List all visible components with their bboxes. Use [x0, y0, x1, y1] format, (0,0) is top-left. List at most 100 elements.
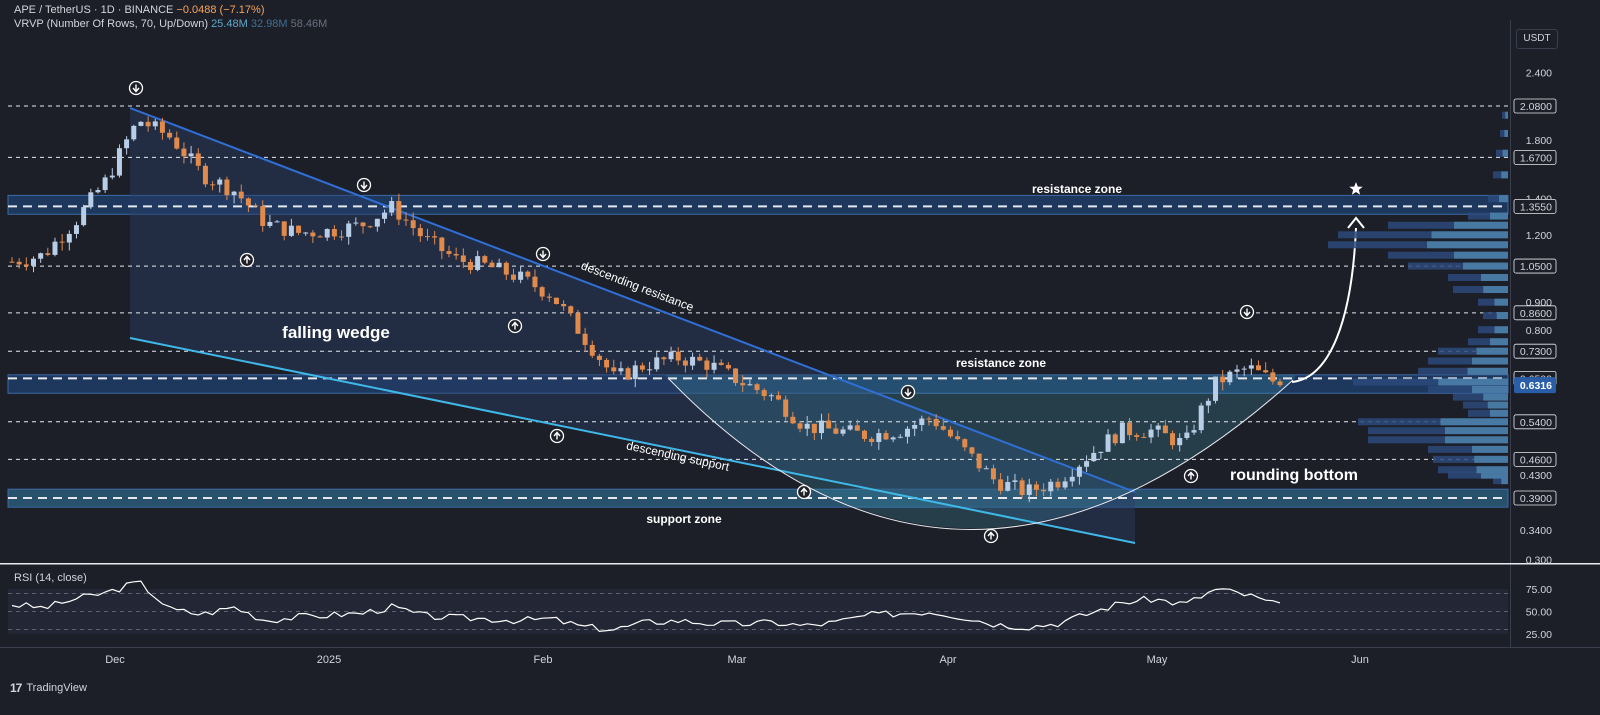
- candle-body[interactable]: [253, 205, 259, 207]
- candle-body[interactable]: [195, 153, 201, 166]
- candle-body[interactable]: [496, 262, 502, 268]
- candle-body[interactable]: [475, 256, 481, 270]
- candle-body[interactable]: [618, 368, 624, 372]
- currency-button[interactable]: USDT: [1516, 29, 1558, 49]
- candle-body[interactable]: [1234, 369, 1240, 372]
- candle-body[interactable]: [467, 261, 473, 270]
- candle-body[interactable]: [374, 218, 380, 227]
- candle-body[interactable]: [1012, 480, 1018, 483]
- candle-body[interactable]: [604, 359, 610, 368]
- candle-body[interactable]: [1112, 434, 1118, 444]
- candle-body[interactable]: [596, 355, 602, 360]
- candle-body[interactable]: [740, 383, 746, 386]
- candle-body[interactable]: [460, 255, 466, 262]
- candle-body[interactable]: [489, 262, 495, 268]
- candle-body[interactable]: [969, 447, 975, 454]
- candle-body[interactable]: [425, 236, 431, 238]
- candle-body[interactable]: [962, 439, 968, 448]
- candle-body[interactable]: [1119, 422, 1125, 444]
- candle-body[interactable]: [360, 222, 366, 227]
- candle-body[interactable]: [869, 438, 875, 443]
- candle-body[interactable]: [532, 276, 538, 288]
- tradingview-logo[interactable]: 17 TradingView: [10, 681, 87, 695]
- candle-body[interactable]: [561, 303, 567, 307]
- candle-body[interactable]: [167, 132, 173, 138]
- candle-body[interactable]: [145, 121, 151, 127]
- candle-body[interactable]: [382, 212, 388, 219]
- candle-body[interactable]: [210, 184, 216, 186]
- candle-body[interactable]: [833, 428, 839, 434]
- candle-body[interactable]: [1184, 432, 1190, 439]
- candle-body[interactable]: [876, 433, 882, 443]
- candle-body[interactable]: [1277, 381, 1283, 386]
- candle-body[interactable]: [1026, 484, 1032, 495]
- candle-body[interactable]: [245, 198, 251, 206]
- candle-body[interactable]: [1155, 425, 1161, 430]
- candle-body[interactable]: [1191, 430, 1197, 433]
- candle-body[interactable]: [174, 137, 180, 149]
- candle-body[interactable]: [1227, 371, 1233, 383]
- candle-body[interactable]: [281, 221, 287, 236]
- candle-body[interactable]: [690, 356, 696, 366]
- candle-body[interactable]: [116, 148, 122, 176]
- candle-body[interactable]: [296, 225, 302, 233]
- candle-body[interactable]: [432, 236, 438, 238]
- candle-body[interactable]: [718, 362, 724, 365]
- candle-body[interactable]: [396, 201, 402, 220]
- candle-body[interactable]: [947, 429, 953, 437]
- candle-body[interactable]: [682, 360, 688, 366]
- candle-body[interactable]: [260, 206, 266, 226]
- candle-body[interactable]: [45, 253, 51, 255]
- candle-body[interactable]: [761, 390, 767, 397]
- candle-body[interactable]: [23, 264, 29, 266]
- candle-body[interactable]: [697, 356, 703, 361]
- candle-body[interactable]: [1205, 400, 1211, 406]
- rsi-title[interactable]: RSI (14, close): [14, 572, 87, 584]
- candle-body[interactable]: [811, 423, 817, 434]
- candle-body[interactable]: [826, 420, 832, 429]
- candle-body[interactable]: [1198, 405, 1204, 431]
- candle-body[interactable]: [1048, 481, 1054, 492]
- candle-body[interactable]: [840, 429, 846, 434]
- candle-body[interactable]: [102, 177, 108, 191]
- candle-body[interactable]: [324, 229, 330, 238]
- vrvp-label[interactable]: VRVP (Number Of Rows, 70, Up/Down): [14, 18, 208, 30]
- candle-body[interactable]: [389, 201, 395, 213]
- candle-body[interactable]: [1220, 376, 1226, 383]
- candle-body[interactable]: [331, 229, 337, 237]
- candle-body[interactable]: [1177, 438, 1183, 446]
- candle-body[interactable]: [403, 219, 409, 221]
- candle-body[interactable]: [854, 425, 860, 431]
- last-price-tag[interactable]: [1514, 377, 1556, 394]
- candle-body[interactable]: [926, 418, 932, 420]
- candle-body[interactable]: [317, 236, 323, 238]
- candle-body[interactable]: [303, 232, 309, 234]
- candle-body[interactable]: [1134, 435, 1140, 437]
- candle-body[interactable]: [940, 426, 946, 430]
- candle-body[interactable]: [883, 433, 889, 440]
- candle-body[interactable]: [790, 416, 796, 424]
- candle-body[interactable]: [109, 175, 115, 178]
- candle-body[interactable]: [482, 256, 488, 263]
- candle-body[interactable]: [1248, 365, 1254, 369]
- candle-body[interactable]: [639, 365, 645, 370]
- candle-body[interactable]: [1256, 365, 1262, 371]
- candle-body[interactable]: [955, 436, 961, 440]
- candle-body[interactable]: [1270, 372, 1276, 382]
- candle-body[interactable]: [518, 271, 524, 280]
- candle-body[interactable]: [81, 207, 87, 226]
- candle-body[interactable]: [582, 333, 588, 345]
- candle-body[interactable]: [446, 251, 452, 254]
- candle-body[interactable]: [754, 384, 760, 391]
- candle-body[interactable]: [1098, 451, 1104, 453]
- candle-body[interactable]: [1033, 484, 1039, 490]
- candle-body[interactable]: [52, 241, 58, 255]
- candle-body[interactable]: [539, 287, 545, 297]
- candle-body[interactable]: [546, 296, 552, 298]
- candle-body[interactable]: [711, 362, 717, 370]
- candle-body[interactable]: [131, 125, 137, 140]
- candle-body[interactable]: [188, 153, 194, 157]
- candle-body[interactable]: [339, 236, 345, 238]
- candle-body[interactable]: [1141, 436, 1147, 438]
- candle-body[interactable]: [768, 395, 774, 397]
